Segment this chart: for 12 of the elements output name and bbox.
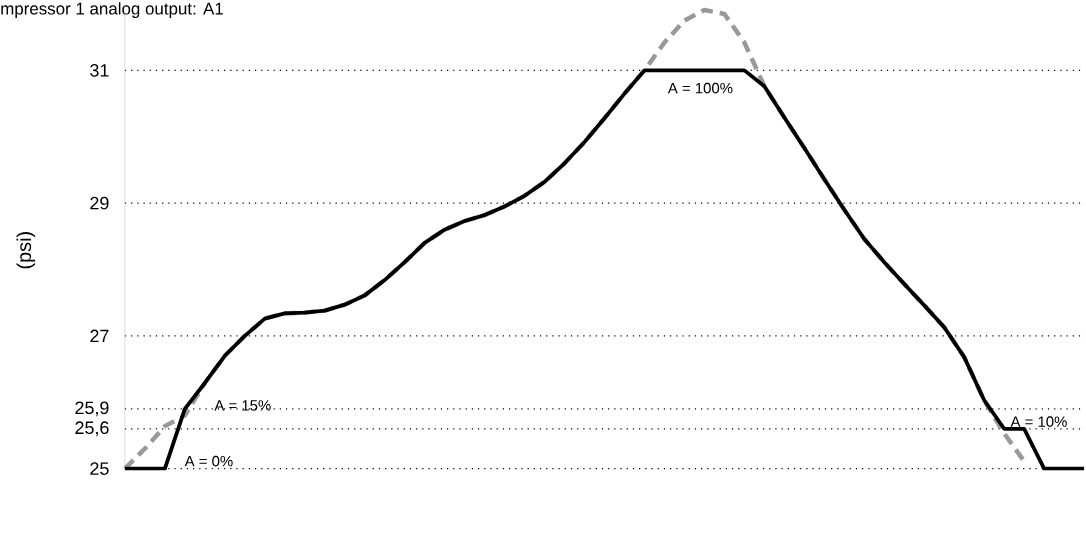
y-tick-label: 25,6 [75, 421, 109, 437]
y-tick-label: 29 [90, 196, 109, 210]
y-tick-label: 31 [90, 64, 109, 77]
y-tick-label: 25 [90, 462, 109, 476]
annotation: A = 0% [184, 456, 233, 467]
annotation: A = 100% [667, 83, 733, 94]
y-tick-label: 27 [90, 329, 109, 343]
chart-title: mpressor 1 analog output: A1 [1, 2, 223, 19]
annotation: A = 15% [214, 400, 271, 411]
y-axis-title: (psi) [16, 232, 36, 269]
annotation: A = 10% [1010, 416, 1067, 428]
y-tick-label: 25,9 [75, 401, 109, 417]
